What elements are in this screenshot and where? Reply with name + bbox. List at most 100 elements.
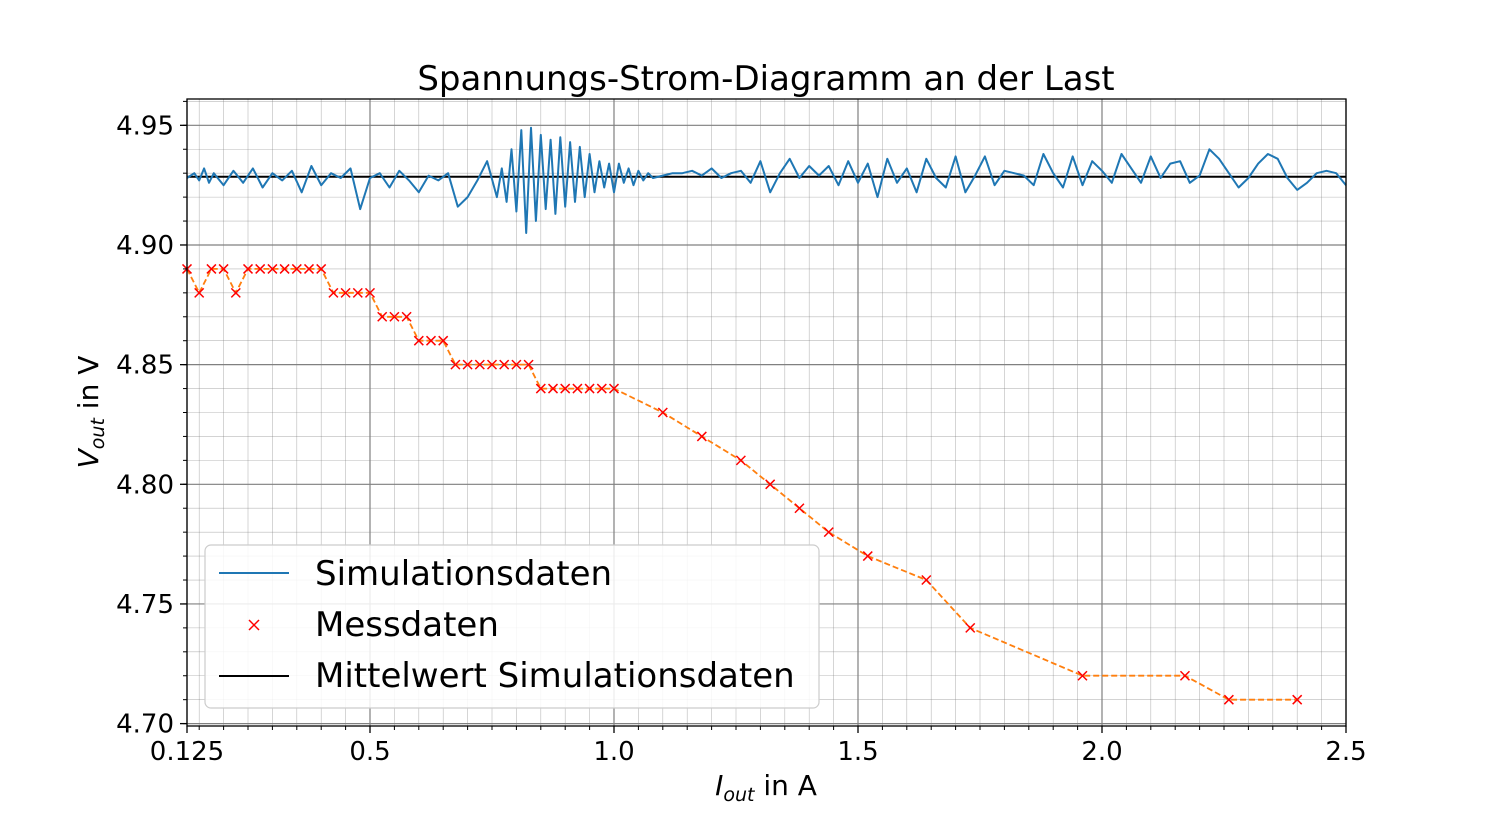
y-tick-label: 4.85 xyxy=(116,351,174,381)
measurement-point xyxy=(340,287,351,298)
measurement-marker-stroke xyxy=(547,383,559,394)
measurement-marker-stroke xyxy=(696,431,707,442)
measurement-point xyxy=(499,359,510,370)
measurement-marker-stroke xyxy=(425,335,437,346)
measurement-marker-stroke xyxy=(1223,694,1234,705)
y-tick-label: 4.75 xyxy=(116,590,174,620)
measurement-marker-stroke xyxy=(206,263,217,274)
measurement-point xyxy=(596,383,607,394)
measurement-marker-stroke xyxy=(1179,670,1190,681)
measurement-marker-stroke xyxy=(218,263,229,274)
measurement-point xyxy=(291,263,302,274)
measurement-point xyxy=(1223,694,1234,705)
measurement-point xyxy=(794,503,805,514)
measurement-point xyxy=(735,455,746,466)
measurement-marker-stroke xyxy=(535,383,546,394)
y-tick-label: 4.70 xyxy=(116,710,174,740)
measurement-marker-stroke xyxy=(794,503,805,514)
measurement-marker-stroke xyxy=(596,383,607,394)
measurement-marker-stroke xyxy=(316,263,327,274)
legend: Simulationsdaten Messdaten Mittelwert Si… xyxy=(204,544,820,709)
measurement-point xyxy=(921,574,932,586)
measurement-marker-stroke xyxy=(765,479,776,490)
measurement-marker-stroke xyxy=(735,455,746,466)
measurement-marker-stroke xyxy=(486,359,498,370)
measurement-point xyxy=(547,383,559,394)
measurement-point xyxy=(401,311,412,322)
measurement-point xyxy=(535,383,546,394)
measurement-point xyxy=(194,287,205,298)
measurement-marker-stroke xyxy=(511,359,522,370)
measurement-marker-stroke xyxy=(230,287,241,298)
measurement-layer xyxy=(181,263,1303,705)
legend-box xyxy=(204,544,820,709)
measurement-point xyxy=(1179,670,1190,681)
measurement-point xyxy=(1292,694,1303,705)
measurement-point xyxy=(413,335,424,346)
measurement-point xyxy=(523,359,534,370)
measurement-marker-stroke xyxy=(1077,670,1088,681)
measurement-marker-stroke xyxy=(450,359,461,370)
legend-measurement-swatch xyxy=(248,619,260,631)
x-axis-label-sub: out xyxy=(723,784,756,806)
x-tick-label: 2.0 xyxy=(1081,737,1122,767)
measurement-marker-stroke xyxy=(194,287,205,298)
measurement-marker-stroke xyxy=(462,359,473,370)
measurement-marker-stroke xyxy=(560,383,571,394)
measurement-marker-stroke xyxy=(255,263,266,274)
measurement-point xyxy=(279,263,290,274)
legend-simulation-label: Simulationsdaten xyxy=(315,554,612,594)
x-tick-label: 0.125 xyxy=(150,737,224,767)
chart-title: Spannungs-Strom-Diagramm an der Last xyxy=(417,59,1114,99)
y-tick-label: 4.90 xyxy=(116,231,174,261)
measurement-marker-stroke xyxy=(267,263,278,274)
measurement-point xyxy=(328,287,339,298)
axis-ticks: 0.125 0.5 1.0 1.5 2.0 2.5 4.70 4.75 4.80 4.85 4.90… xyxy=(116,100,1367,767)
measurement-marker-stroke xyxy=(401,311,412,322)
measurement-point xyxy=(462,359,473,370)
measurement-point xyxy=(584,383,595,394)
measurement-marker-stroke xyxy=(279,263,290,274)
measurement-marker-stroke xyxy=(291,263,302,274)
measurement-point xyxy=(511,359,522,370)
measurement-marker-stroke xyxy=(303,263,315,274)
measurement-marker-stroke xyxy=(823,527,834,538)
y-tick-label: 4.80 xyxy=(116,470,174,500)
x-tick-label: 1.5 xyxy=(837,737,878,767)
measurement-point xyxy=(474,359,485,370)
measurement-point xyxy=(1077,670,1088,681)
measurement-point xyxy=(450,359,461,370)
measurement-marker-stroke xyxy=(340,287,351,298)
measurement-point xyxy=(255,263,266,274)
y-tick-label: 4.95 xyxy=(116,111,174,141)
measurement-point xyxy=(242,263,254,274)
measurement-point xyxy=(560,383,571,394)
measurement-point xyxy=(267,263,278,274)
measurement-point xyxy=(572,383,583,394)
measurement-point xyxy=(657,407,668,418)
measurement-marker-stroke xyxy=(584,383,595,394)
measurement-marker-stroke xyxy=(572,383,583,394)
measurement-point xyxy=(303,263,315,274)
measurement-point xyxy=(608,383,620,394)
measurement-marker-stroke xyxy=(377,311,388,322)
measurement-point xyxy=(230,287,241,298)
measurement-marker-stroke xyxy=(352,287,363,298)
measurement-point xyxy=(696,431,707,442)
measurement-marker-stroke xyxy=(1292,694,1303,705)
measurement-marker-stroke xyxy=(862,551,873,562)
measurement-point xyxy=(965,622,976,633)
measurement-point xyxy=(206,263,217,274)
measurement-point xyxy=(862,551,873,562)
x-axis-label-main: I xyxy=(715,769,723,802)
measurement-marker-stroke xyxy=(921,574,932,586)
y-axis-label-rest: in V xyxy=(72,356,105,418)
y-axis-label-main: V xyxy=(72,447,105,468)
simulation-layer xyxy=(186,126,1347,234)
measurement-point xyxy=(823,527,834,538)
x-axis-label: Iout in A xyxy=(715,769,817,806)
legend-measurement-label: Messdaten xyxy=(315,605,499,645)
x-tick-label: 2.5 xyxy=(1325,737,1366,767)
measurement-marker-stroke xyxy=(965,622,976,633)
